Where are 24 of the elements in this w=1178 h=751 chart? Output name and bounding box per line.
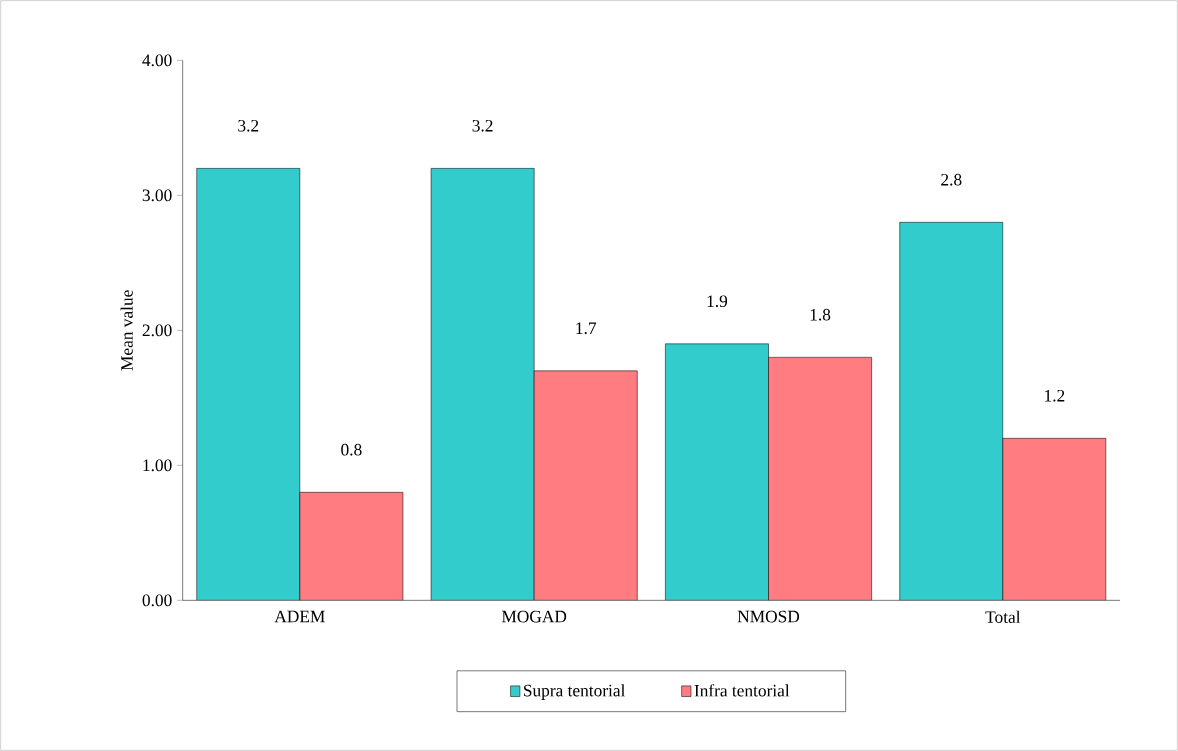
data-label: 1.7 xyxy=(576,322,597,335)
y-tick-label: 1.00 xyxy=(143,459,172,472)
data-label: 1.8 xyxy=(810,308,831,321)
bar xyxy=(299,492,403,601)
y-axis-title: Mean value xyxy=(120,290,133,371)
legend-label: Infra tentorial xyxy=(694,684,790,697)
y-tick-label: 0.00 xyxy=(142,594,172,607)
x-tick-label: NMOSD xyxy=(737,610,800,623)
legend-label: Supra tentorial xyxy=(524,684,626,700)
bar xyxy=(768,357,872,601)
y-tick-label: 3.00 xyxy=(142,189,172,202)
x-tick-label: MOGAD xyxy=(501,610,567,623)
bar xyxy=(1002,438,1107,601)
data-label: 2.8 xyxy=(941,173,962,186)
y-tick-label: 4.00 xyxy=(142,54,172,67)
data-label: 1.9 xyxy=(707,295,728,308)
bar xyxy=(534,370,638,601)
data-label: 0.8 xyxy=(341,443,362,456)
y-tick-label: 2.00 xyxy=(142,324,172,337)
x-tick-label: ADEM xyxy=(274,610,325,623)
data-label: 1.2 xyxy=(1045,389,1065,402)
data-label: 3.2 xyxy=(472,119,493,132)
x-tick-label: Total xyxy=(985,610,1021,623)
data-label: 3.2 xyxy=(238,119,259,132)
